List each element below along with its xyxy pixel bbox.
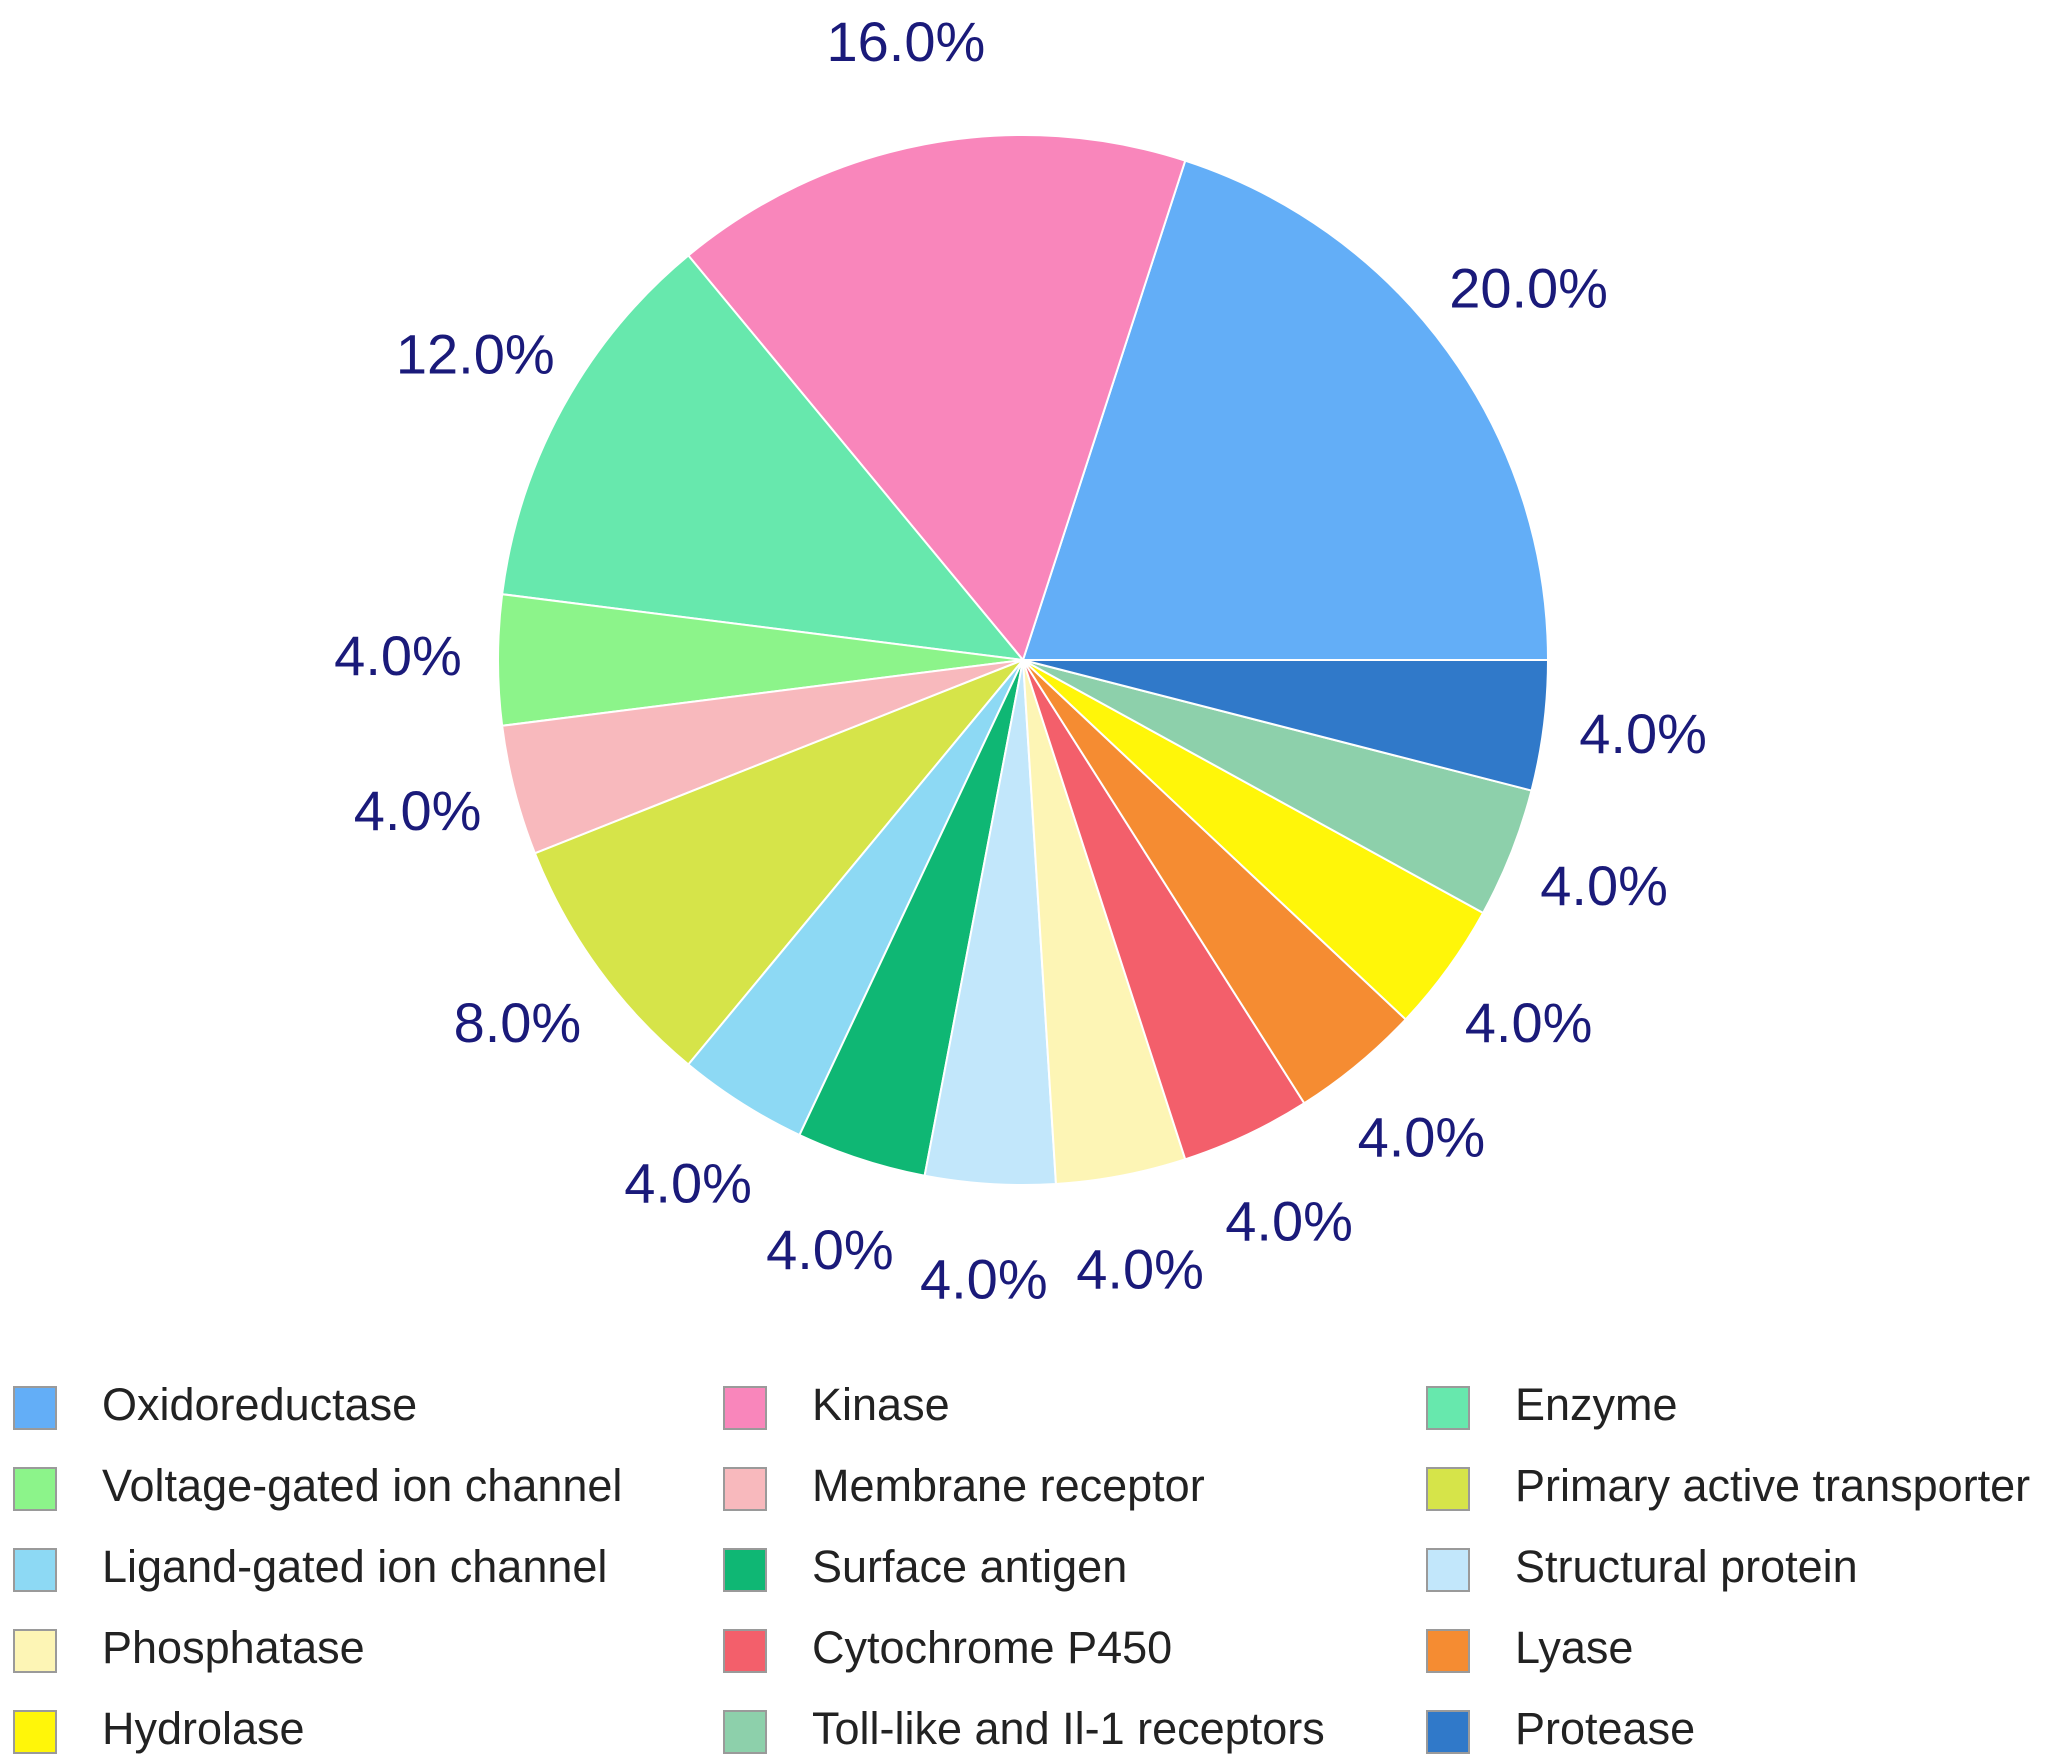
legend-item-primary-active-transporter: Primary active transporter — [1426, 1460, 2030, 1511]
legend-swatch-hydrolase — [13, 1710, 57, 1754]
percent-label-phosphatase: 4.0% — [1076, 1238, 1204, 1301]
percent-label-cytochrome-p450: 4.0% — [1225, 1189, 1353, 1252]
percent-label-protease: 4.0% — [1579, 702, 1707, 765]
legend-item-structural-protein: Structural protein — [1426, 1541, 1858, 1592]
percent-labels-group: 20.0%16.0%12.0%4.0%4.0%8.0%4.0%4.0% 4.0% 4… — [334, 10, 1707, 1311]
percent-label-membrane-receptor: 4.0% — [354, 779, 482, 842]
legend-label-structural-protein: Structural protein — [1515, 1541, 1858, 1592]
legend-label-primary-active-transporter: Primary active transporter — [1515, 1460, 2030, 1511]
legend-swatch-kinase — [723, 1386, 767, 1430]
legend-swatch-cytochrome-p450 — [723, 1629, 767, 1673]
legend-item-protease: Protease — [1426, 1703, 1695, 1754]
legend-item-cytochrome-p450: Cytochrome P450 — [723, 1622, 1172, 1673]
legend-item-toll-like-and-il-1-receptors: Toll-like and Il-1 receptors — [723, 1703, 1325, 1754]
percent-label-surface-antigen: 4.0% — [766, 1218, 894, 1281]
legend-label-lyase: Lyase — [1515, 1622, 1633, 1673]
percent-label-toll-like-and-il-1-receptors: 4.0% — [1540, 854, 1668, 917]
legend-item-kinase: Kinase — [723, 1379, 950, 1430]
legend-swatch-primary-active-transporter — [1426, 1467, 1470, 1511]
legend-label-phosphatase: Phosphatase — [102, 1622, 365, 1673]
legend-label-kinase: Kinase — [812, 1379, 950, 1430]
legend-item-enzyme: Enzyme — [1426, 1379, 1678, 1430]
legend-label-ligand-gated-ion-channel: Ligand-gated ion channel — [102, 1541, 607, 1592]
pie-slice-oxidoreductase — [1021, 159, 1550, 661]
legend-label-protease: Protease — [1515, 1703, 1695, 1754]
percent-label-kinase: 16.0% — [827, 10, 986, 73]
pie-slice-kinase — [686, 134, 1187, 663]
legend-label-surface-antigen: Surface antigen — [812, 1541, 1127, 1592]
legend-swatch-oxidoreductase — [13, 1386, 57, 1430]
percent-label-oxidoreductase: 20.0% — [1449, 256, 1608, 319]
percent-label-enzyme: 12.0% — [396, 323, 555, 386]
pie-slice-primary-active-transporter — [533, 659, 1024, 1066]
legend: Oxidoreductase Kinase Enzyme Voltage-gated … — [13, 1379, 2030, 1754]
percent-label-voltage-gated-ion-channel: 4.0% — [334, 624, 462, 687]
pie-slice-enzyme — [501, 254, 1026, 662]
legend-label-cytochrome-p450: Cytochrome P450 — [812, 1622, 1172, 1673]
legend-label-voltage-gated-ion-channel: Voltage-gated ion channel — [102, 1460, 622, 1511]
legend-swatch-lyase — [1426, 1629, 1470, 1673]
legend-item-oxidoreductase: Oxidoreductase — [13, 1379, 417, 1430]
legend-swatch-toll-like-and-il-1-receptors — [723, 1710, 767, 1754]
legend-item-phosphatase: Phosphatase — [13, 1622, 365, 1673]
slices-group — [497, 134, 1550, 1186]
legend-label-membrane-receptor: Membrane receptor — [812, 1460, 1205, 1511]
legend-swatch-surface-antigen — [723, 1548, 767, 1592]
legend-swatch-voltage-gated-ion-channel — [13, 1467, 57, 1511]
legend-label-hydrolase: Hydrolase — [102, 1703, 305, 1754]
percent-label-hydrolase: 4.0% — [1465, 991, 1593, 1054]
legend-swatch-enzyme — [1426, 1386, 1470, 1430]
legend-item-surface-antigen: Surface antigen — [723, 1541, 1127, 1592]
pie-slice-protease — [1022, 659, 1550, 792]
legend-label-toll-like-and-il-1-receptors: Toll-like and Il-1 receptors — [812, 1703, 1325, 1754]
legend-item-lyase: Lyase — [1426, 1622, 1633, 1673]
percent-label-ligand-gated-ion-channel: 4.0% — [624, 1151, 752, 1214]
percent-label-lyase: 4.0% — [1358, 1105, 1486, 1168]
legend-swatch-phosphatase — [13, 1629, 57, 1673]
legend-swatch-structural-protein — [1426, 1548, 1470, 1592]
percent-label-structural-protein: 4.0% — [920, 1248, 1048, 1311]
legend-swatch-membrane-receptor — [723, 1467, 767, 1511]
legend-label-oxidoreductase: Oxidoreductase — [102, 1379, 417, 1430]
legend-swatch-protease — [1426, 1710, 1470, 1754]
legend-item-voltage-gated-ion-channel: Voltage-gated ion channel — [13, 1460, 622, 1511]
legend-label-enzyme: Enzyme — [1515, 1379, 1678, 1430]
legend-item-ligand-gated-ion-channel: Ligand-gated ion channel — [13, 1541, 607, 1592]
percent-label-primary-active-transporter: 8.0% — [454, 991, 582, 1054]
legend-item-membrane-receptor: Membrane receptor — [723, 1460, 1205, 1511]
legend-item-hydrolase: Hydrolase — [13, 1703, 305, 1754]
legend-swatch-ligand-gated-ion-channel — [13, 1548, 57, 1592]
